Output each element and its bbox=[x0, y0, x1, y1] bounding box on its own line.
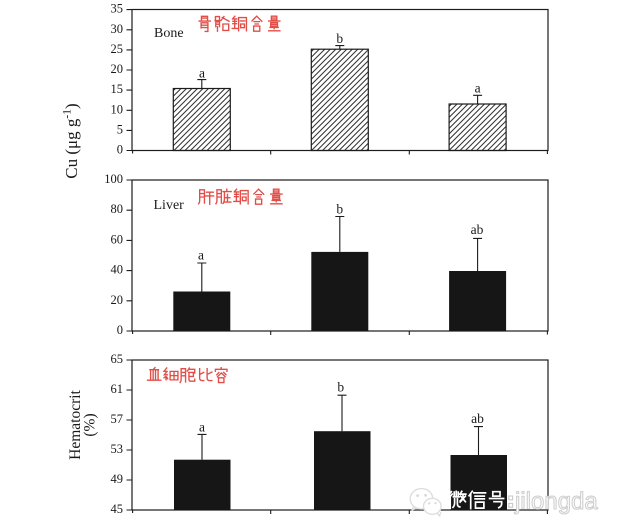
svg-text:b: b bbox=[336, 31, 343, 46]
svg-text:15: 15 bbox=[111, 82, 124, 96]
svg-text:40: 40 bbox=[111, 263, 124, 277]
svg-text:b: b bbox=[336, 202, 343, 217]
svg-text:45: 45 bbox=[111, 502, 124, 516]
svg-text:a: a bbox=[199, 66, 205, 81]
svg-text:ab: ab bbox=[471, 411, 484, 426]
svg-text:80: 80 bbox=[111, 202, 124, 216]
svg-text:20: 20 bbox=[111, 62, 124, 76]
svg-text:53: 53 bbox=[111, 442, 124, 456]
svg-text:Hematocrit: Hematocrit bbox=[67, 389, 84, 459]
svg-text:0: 0 bbox=[117, 143, 123, 157]
svg-text:35: 35 bbox=[111, 2, 124, 16]
svg-text:5: 5 bbox=[117, 122, 123, 136]
svg-text:30: 30 bbox=[111, 22, 124, 36]
svg-text:49: 49 bbox=[111, 472, 124, 486]
svg-text:61: 61 bbox=[111, 382, 124, 396]
svg-text:60: 60 bbox=[111, 232, 124, 246]
svg-text:b: b bbox=[337, 380, 344, 395]
svg-text:a: a bbox=[475, 81, 481, 96]
svg-text:Cu (μg g-1): Cu (μg g-1) bbox=[62, 103, 82, 178]
svg-text:100: 100 bbox=[104, 172, 123, 186]
svg-text:Liver: Liver bbox=[154, 198, 185, 213]
svg-text:a: a bbox=[198, 248, 204, 263]
svg-text:20: 20 bbox=[111, 293, 124, 307]
svg-text:(%): (%) bbox=[82, 413, 99, 436]
svg-text:25: 25 bbox=[111, 42, 124, 56]
svg-text:Bone: Bone bbox=[154, 26, 184, 41]
svg-text:57: 57 bbox=[111, 412, 124, 426]
svg-text:0: 0 bbox=[117, 323, 123, 337]
svg-text:65: 65 bbox=[111, 352, 124, 366]
svg-text:10: 10 bbox=[111, 102, 124, 116]
svg-text:ab: ab bbox=[471, 222, 484, 237]
svg-text:a: a bbox=[199, 420, 205, 435]
